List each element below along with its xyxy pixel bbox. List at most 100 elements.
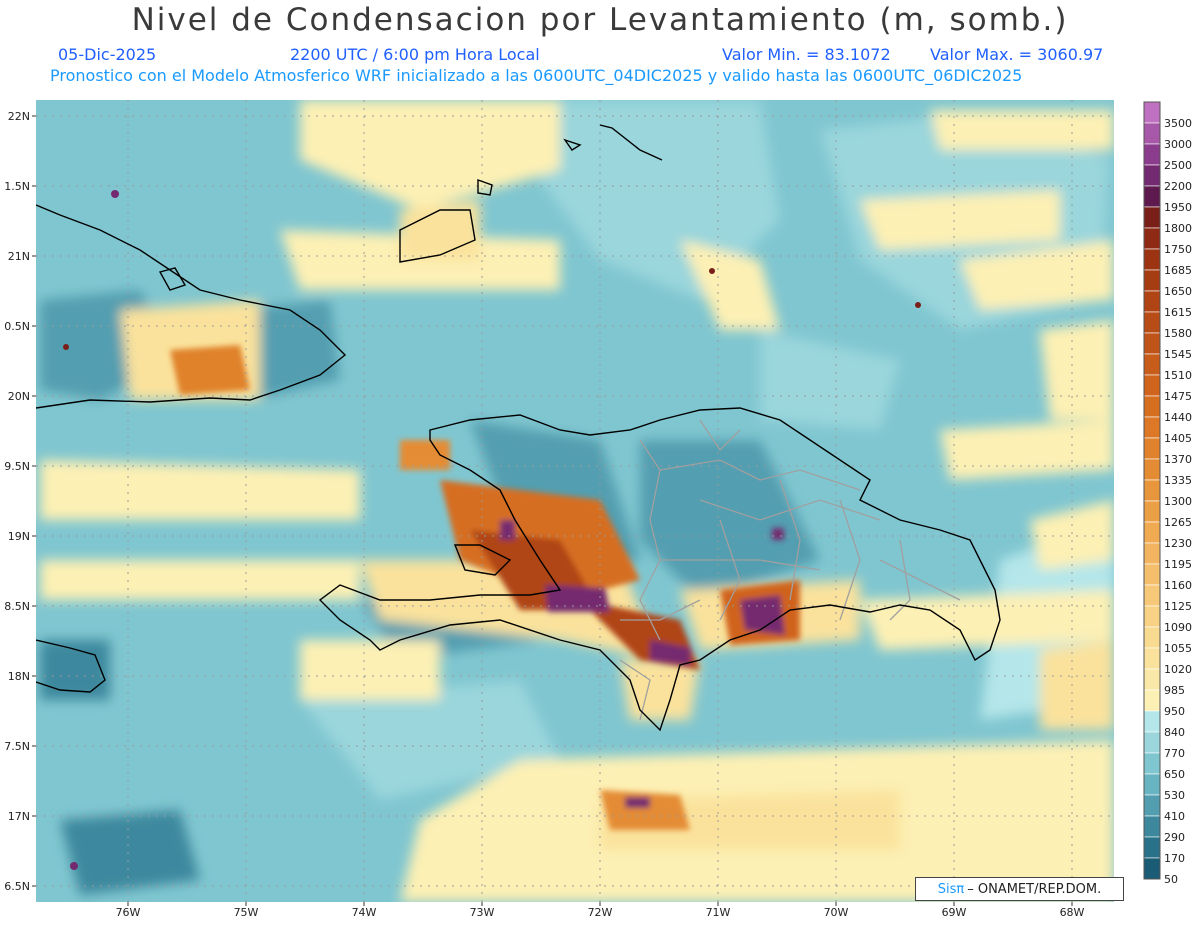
colorbar-swatch (1143, 437, 1161, 460)
colorbar-swatch (1143, 815, 1161, 838)
coastlines (36, 124, 1001, 732)
lat-label: 22N (8, 110, 30, 123)
colorbar-swatch (1143, 227, 1161, 250)
colorbar-swatch (1143, 122, 1161, 145)
lon-label: 73W (470, 906, 495, 919)
colorbar-label: 1800 (1164, 222, 1192, 235)
colorbar-label: 1300 (1164, 495, 1192, 508)
colorbar-swatch (1143, 206, 1161, 229)
model-info: Pronostico con el Modelo Atmosferico WRF… (50, 66, 1023, 85)
colorbar-label: 1580 (1164, 327, 1192, 340)
colorbar-label: 1230 (1164, 537, 1192, 550)
colorbar-label: 1125 (1164, 600, 1192, 613)
colorbar-label: 2500 (1164, 159, 1192, 172)
colorbar-swatch (1143, 752, 1161, 775)
lon-label: 69W (942, 906, 967, 919)
colorbar-swatch (1143, 773, 1161, 796)
colorbar-label: 1475 (1164, 390, 1192, 403)
colorbar-swatch (1143, 689, 1161, 712)
colorbar-label: 650 (1164, 768, 1185, 781)
colorbar-label: 290 (1164, 831, 1185, 844)
colorbar-label: 1090 (1164, 621, 1192, 634)
colorbar-label: 770 (1164, 747, 1185, 760)
colorbar-swatch (1143, 101, 1161, 124)
lat-label: 6.5N (4, 880, 30, 893)
lon-label: 71W (706, 906, 731, 919)
colorbar-label: 950 (1164, 705, 1185, 718)
colorbar-outline (1143, 101, 1161, 880)
colorbar-swatch (1143, 269, 1161, 292)
colorbar-swatch (1143, 143, 1161, 166)
axis-ticks (32, 115, 1073, 906)
colorbar-label: 1020 (1164, 663, 1192, 676)
colorbar-label: 1195 (1164, 558, 1192, 571)
colorbar-label: 1055 (1164, 642, 1192, 655)
colorbar-label: 1265 (1164, 516, 1192, 529)
colorbar-swatch (1143, 605, 1161, 628)
colorbar-label: 1650 (1164, 285, 1192, 298)
sis-logo-text: Sisπ (937, 881, 965, 897)
colorbar-swatch (1143, 353, 1161, 376)
lon-label: 70W (824, 906, 849, 919)
colorbar-swatch (1143, 311, 1161, 334)
colorbar-swatch (1143, 710, 1161, 733)
credit-org: – ONAMET/REP.DOM. (967, 881, 1102, 897)
colorbar-swatch (1143, 458, 1161, 481)
lon-label: 74W (352, 906, 377, 919)
colorbar-swatch (1143, 563, 1161, 586)
lat-label: 1.5N (4, 180, 30, 193)
lat-label: 17N (8, 810, 30, 823)
colorbar-label: 530 (1164, 789, 1185, 802)
colorbar-label: 3000 (1164, 138, 1192, 151)
lat-axis: 22N 1.5N 21N 0.5N 20N 9.5N 19N 8.5N 18N … (4, 110, 30, 893)
colorbar-swatch (1143, 836, 1161, 859)
colorbar-label: 1950 (1164, 201, 1192, 214)
colorbar-swatch (1143, 794, 1161, 817)
colorbar-swatch (1143, 185, 1161, 208)
map-field: 22N 1.5N 21N 0.5N 20N 9.5N 19N 8.5N 18N … (36, 100, 1114, 902)
lat-label: 19N (8, 530, 30, 543)
colorbar-label: 1615 (1164, 306, 1192, 319)
lon-label: 76W (116, 906, 141, 919)
colorbar-swatch (1143, 248, 1161, 271)
colorbar-label: 1335 (1164, 474, 1192, 487)
colorbar-label: 1545 (1164, 348, 1192, 361)
colorbar-label: 1160 (1164, 579, 1192, 592)
lat-label: 21N (8, 250, 30, 263)
colorbar-label: 985 (1164, 684, 1185, 697)
colorbar-label: 1405 (1164, 432, 1192, 445)
colorbar-label: 3500 (1164, 117, 1192, 130)
colorbar-swatch (1143, 542, 1161, 565)
province-borders (619, 419, 961, 721)
colorbar-label: 170 (1164, 852, 1185, 865)
max-value: Valor Max. = 3060.97 (930, 45, 1104, 64)
colorbar-label: 410 (1164, 810, 1185, 823)
colorbar-swatch (1143, 290, 1161, 313)
colorbar-swatch (1143, 164, 1161, 187)
lat-label: 0.5N (4, 320, 30, 333)
lon-label: 72W (588, 906, 613, 919)
colorbar-label: 1370 (1164, 453, 1192, 466)
colorbar-swatch (1143, 857, 1161, 880)
lon-label: 68W (1060, 906, 1085, 919)
lat-label: 7.5N (4, 740, 30, 753)
lon-label: 75W (234, 906, 259, 919)
credit-box: Sisπ – ONAMET/REP.DOM. (915, 877, 1124, 901)
lat-label: 20N (8, 390, 30, 403)
colorbar-label: 1510 (1164, 369, 1192, 382)
colorbar-swatch (1143, 626, 1161, 649)
colorbar-label: 50 (1164, 873, 1178, 886)
colorbar-label: 1685 (1164, 264, 1192, 277)
min-value: Valor Min. = 83.1072 (722, 45, 891, 64)
forecast-date: 05-Dic-2025 (58, 45, 157, 64)
colorbar: 3500 3000 2500 2200 1950 1800 1750 1685 1650 1615… (1143, 101, 1192, 886)
colorbar-label: 1750 (1164, 243, 1192, 256)
colorbar-swatch (1143, 479, 1161, 502)
colorbar-label: 2200 (1164, 180, 1192, 193)
lon-axis: 76W 75W 74W 73W 72W 71W 70W 69W 68W (116, 906, 1085, 919)
colorbar-swatch (1143, 731, 1161, 754)
colorbar-swatch (1143, 416, 1161, 439)
colorbar-swatch (1143, 521, 1161, 544)
colorbar-swatch (1143, 374, 1161, 397)
